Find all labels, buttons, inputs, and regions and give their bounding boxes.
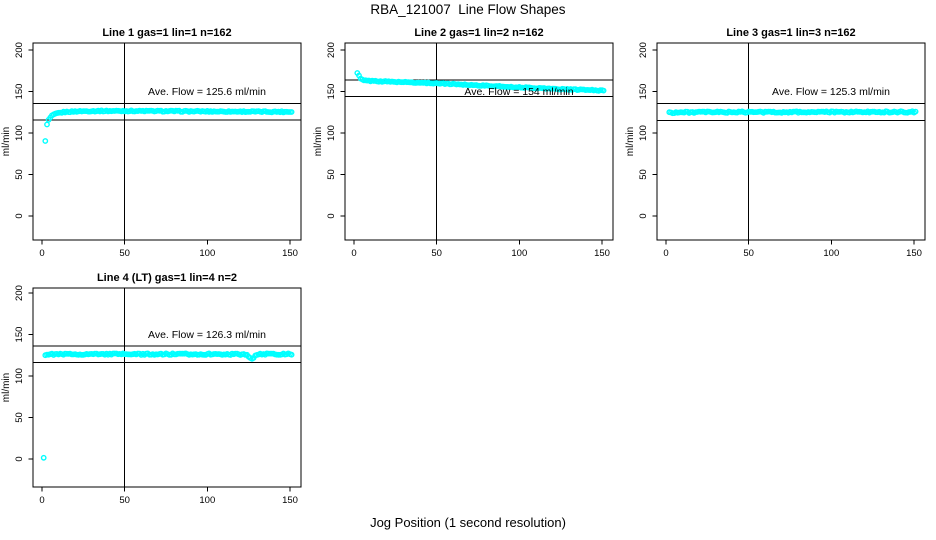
y-tick-label: 0	[14, 456, 25, 461]
y-axis-label: ml/min	[625, 127, 636, 156]
y-tick-label: 100	[14, 125, 25, 141]
data-points	[354, 70, 607, 94]
y-tick-label: 0	[638, 213, 649, 218]
x-tick-label: 100	[511, 248, 527, 259]
data-points	[40, 350, 295, 461]
x-tick-label: 150	[594, 248, 610, 259]
y-tick-label: 0	[14, 213, 25, 218]
data-points	[42, 107, 295, 144]
y-tick-label: 200	[638, 42, 649, 58]
x-tick-label: 150	[906, 248, 922, 259]
subplot-4: 0 50 100 150 0 50 100 150 200 ml/min Line 4 (LT) g…	[1, 272, 302, 506]
subplot-title: Line 1 gas=1 lin=1 n=162	[102, 27, 231, 39]
figure-title: RBA_121007 Line Flow Shapes	[370, 2, 566, 17]
y-axis-label: ml/min	[1, 373, 12, 402]
plot-box	[656, 42, 926, 241]
ave-flow-annotation: Ave. Flow = 126.3 ml/min	[148, 329, 266, 341]
ave-flow-annotation: Ave. Flow = 125.3 ml/min	[772, 86, 890, 98]
y-tick-label: 200	[326, 42, 337, 58]
y-tick-label: 150	[14, 327, 25, 343]
y-tick-label: 100	[638, 125, 649, 141]
plot-box	[344, 42, 614, 241]
subplot-title: Line 2 gas=1 lin=2 n=162	[414, 27, 543, 39]
y-tick-label: 50	[14, 412, 25, 423]
x-tick-label: 100	[199, 248, 215, 259]
x-tick-label: 100	[823, 248, 839, 259]
data-points	[666, 108, 919, 117]
x-tick-label: 150	[282, 248, 298, 259]
x-tick-label: 50	[119, 248, 130, 259]
x-tick-label: 100	[199, 495, 215, 506]
ave-flow-annotation: Ave. Flow = 154 ml/min	[464, 86, 573, 98]
x-tick-label: 0	[39, 495, 44, 506]
subplot-1: 0 50 100 150 0 50 100 150 200 ml/min Line 1 gas=1 …	[1, 27, 302, 259]
y-tick-label: 100	[326, 125, 337, 141]
y-tick-label: 50	[14, 169, 25, 180]
y-tick-label: 150	[638, 84, 649, 100]
subplot-title: Line 4 (LT) gas=1 lin=4 n=2	[97, 272, 237, 284]
subplot-2: 0 50 100 150 0 50 100 150 200 ml/min Line 2 gas=1 …	[313, 27, 614, 259]
y-tick-label: 200	[14, 285, 25, 301]
y-tick-label: 100	[14, 368, 25, 384]
x-tick-label: 0	[39, 248, 44, 259]
x-tick-label: 50	[431, 248, 442, 259]
y-axis-label: ml/min	[313, 127, 324, 156]
x-tick-label: 50	[119, 495, 130, 506]
x-tick-label: 150	[282, 495, 298, 506]
y-tick-label: 150	[14, 84, 25, 100]
subplot-title: Line 3 gas=1 lin=3 n=162	[726, 27, 855, 39]
ave-flow-annotation: Ave. Flow = 125.6 ml/min	[148, 86, 266, 98]
x-tick-label: 50	[743, 248, 754, 259]
y-axis-label: ml/min	[1, 127, 12, 156]
y-tick-label: 50	[326, 169, 337, 180]
x-axis-label: Jog Position (1 second resolution)	[370, 515, 566, 530]
x-tick-label: 0	[663, 248, 668, 259]
x-tick-label: 0	[351, 248, 356, 259]
y-tick-label: 200	[14, 42, 25, 58]
y-tick-label: 50	[638, 169, 649, 180]
plot-box	[32, 287, 302, 488]
subplot-3: 0 50 100 150 0 50 100 150 200 ml/min Line 3 gas=1 …	[625, 27, 926, 259]
y-tick-label: 150	[326, 84, 337, 100]
y-tick-label: 0	[326, 213, 337, 218]
plot-box	[32, 42, 302, 241]
